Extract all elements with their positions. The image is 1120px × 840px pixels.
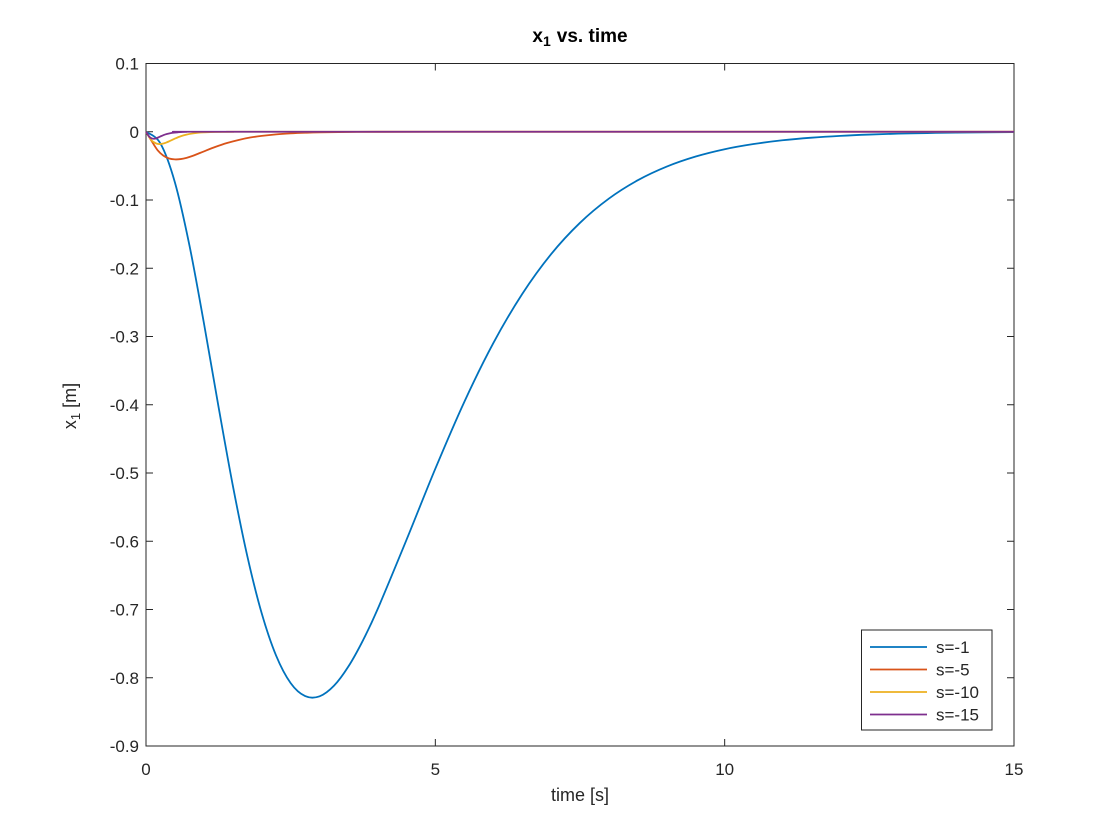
legend-label-s-1: s=-1 [936, 638, 970, 657]
title-subscript: 1 [543, 33, 551, 49]
y-tick-label: 0 [130, 123, 139, 142]
y-label-suffix: [m] [60, 383, 80, 408]
x-tick-label: 10 [715, 760, 734, 779]
series-line-s-5 [145, 130, 1014, 161]
y-tick-label: 0.1 [115, 55, 139, 74]
y-tick-label: -0.1 [110, 191, 139, 210]
legend-entries: s=-1 s=-5 s=-10 s=-15 [870, 638, 979, 725]
y-axis-label: x1 [m] [60, 383, 83, 429]
y-tick-label: -0.4 [110, 396, 139, 415]
x-tick-label: 0 [141, 760, 150, 779]
axis-tick-labels: 0 5 10 15 0.1 0 -0.1 -0.2 -0.3 -0.4 -0.5 -0.6 -0.7 -0… [110, 55, 1024, 780]
y-tick-label: -0.7 [110, 601, 139, 620]
title-suffix: vs. time [557, 26, 628, 47]
x-tick-label: 15 [1005, 760, 1024, 779]
y-tick-label: -0.3 [110, 328, 139, 347]
y-tick-label: -0.8 [110, 669, 139, 688]
y-tick-label: -0.5 [110, 464, 139, 483]
x-axis-label: time [s] [551, 785, 609, 805]
y-tick-label: -0.9 [110, 737, 139, 756]
title-main: x [532, 26, 543, 47]
y-label-main: x [60, 420, 80, 429]
series-line-s-15 [145, 130, 1014, 140]
y-tick-label: -0.2 [110, 259, 139, 278]
legend-label-s-10: s=-10 [936, 683, 979, 702]
legend-label-s-15: s=-15 [936, 706, 979, 725]
y-tick-label: -0.6 [110, 532, 139, 551]
x-tick-label: 5 [431, 760, 440, 779]
legend-label-s-5: s=-5 [936, 661, 970, 680]
data-series [145, 130, 1015, 699]
chart-title: x1 vs. time [532, 26, 627, 49]
series-line-s-1 [145, 131, 1015, 699]
y-label-subscript: 1 [68, 413, 83, 420]
legend: s=-1 s=-5 s=-10 s=-15 [861, 629, 993, 731]
